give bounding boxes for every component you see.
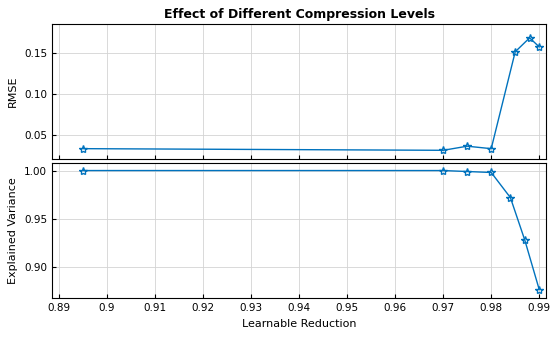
Title: Effect of Different Compression Levels: Effect of Different Compression Levels: [164, 8, 435, 21]
Y-axis label: Explained Variance: Explained Variance: [8, 177, 18, 284]
X-axis label: Learnable Reduction: Learnable Reduction: [242, 319, 356, 329]
Y-axis label: RMSE: RMSE: [8, 76, 18, 108]
